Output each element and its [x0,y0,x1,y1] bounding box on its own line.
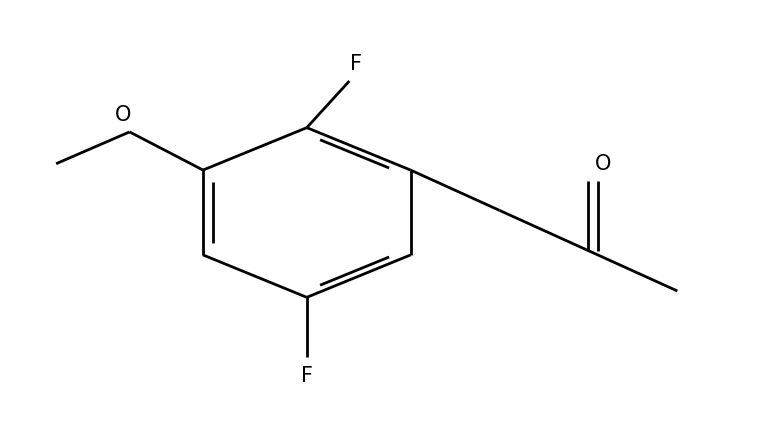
Text: F: F [349,54,362,74]
Text: F: F [301,366,313,385]
Text: O: O [115,105,132,125]
Text: O: O [594,154,611,174]
